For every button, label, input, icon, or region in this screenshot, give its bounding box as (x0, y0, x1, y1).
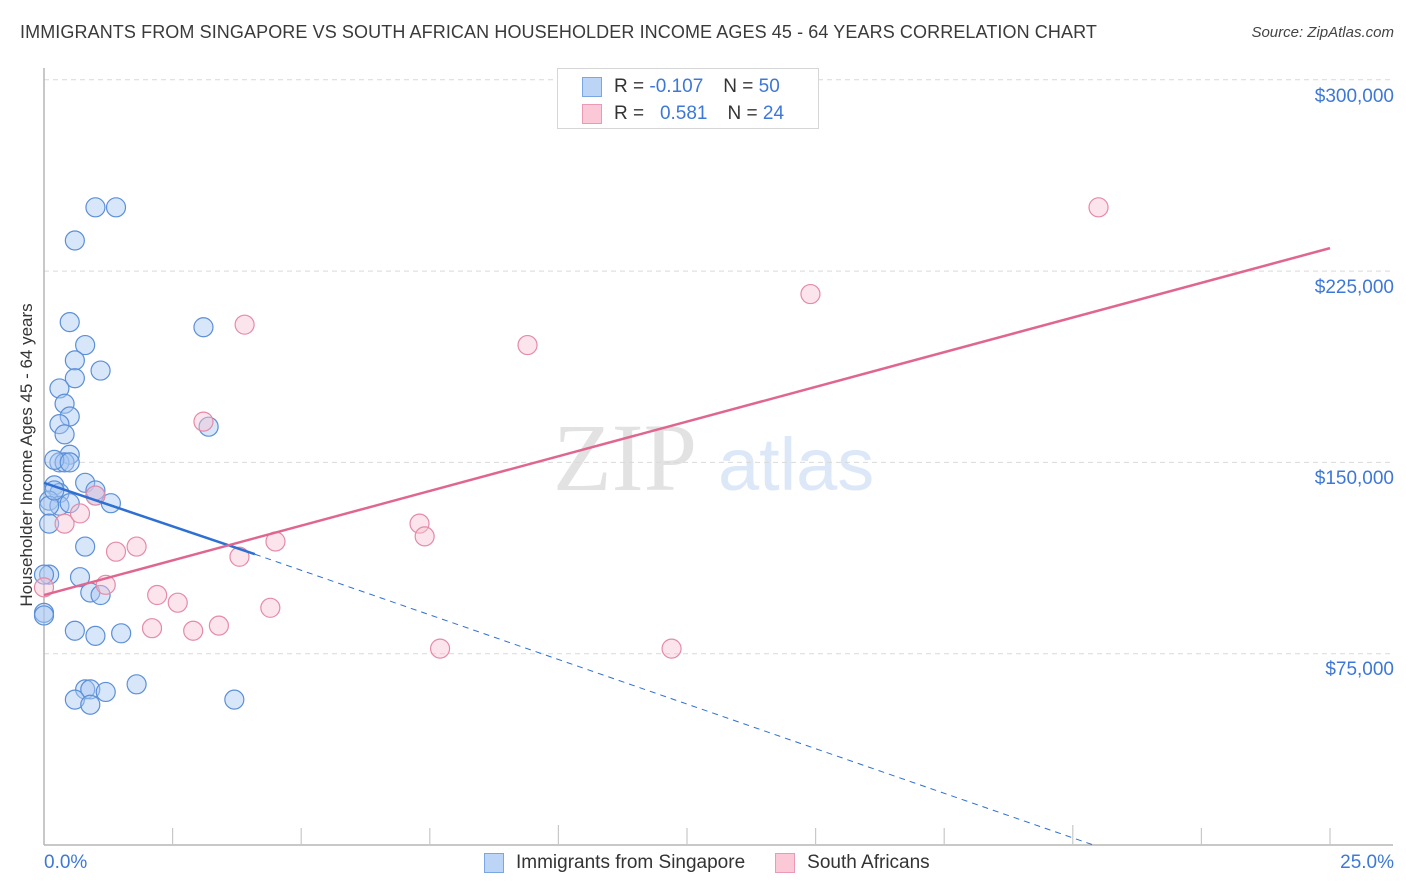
y-tick-150000: $150,000 (1314, 468, 1394, 489)
data-point (64, 368, 85, 389)
data-point (44, 449, 65, 470)
data-point (111, 623, 132, 644)
data-point (429, 638, 451, 659)
stats-legend: R = -0.107 N = 50 R = 0.581 N = 24 (557, 68, 819, 129)
data-point (59, 452, 80, 473)
data-point (75, 536, 96, 557)
data-point (54, 424, 75, 445)
data-point (85, 625, 106, 646)
legend-item-singapore[interactable]: Immigrants from Singapore (484, 852, 745, 874)
legend-swatch-pink (775, 853, 796, 873)
legend-swatch-pink (582, 104, 602, 124)
data-point (126, 536, 147, 557)
data-point (409, 513, 430, 534)
trend-line-singapore-extension (254, 553, 1094, 846)
data-point (59, 312, 80, 333)
data-point (800, 283, 821, 305)
data-point (69, 503, 91, 524)
trend-line-south-africans (43, 246, 1331, 597)
data-point (105, 541, 127, 562)
y-tick-75000: $75,000 (1325, 659, 1394, 680)
data-point (64, 689, 85, 710)
legend-label: South Africans (807, 852, 930, 873)
x-axis-ticks (172, 825, 1331, 845)
data-point (193, 317, 214, 338)
n-value: 50 (758, 76, 780, 97)
data-point (141, 618, 163, 639)
data-point (1088, 197, 1109, 218)
data-point (414, 526, 435, 547)
legend-swatch-blue (582, 77, 602, 97)
data-point (49, 414, 70, 435)
data-point (95, 681, 116, 703)
data-point (126, 674, 147, 695)
data-point (224, 689, 245, 710)
trend-lines (43, 246, 1331, 846)
svg-text:atlas: atlas (718, 423, 874, 506)
series-legend: Immigrants from Singapore South Africans (484, 852, 960, 874)
data-point (193, 411, 214, 432)
data-point (517, 334, 538, 356)
data-point (260, 597, 281, 618)
watermark: ZIP atlas (553, 404, 874, 511)
data-point (147, 584, 168, 606)
data-point (59, 493, 80, 514)
x-tick-25: 25.0% (1340, 852, 1394, 873)
data-point (49, 452, 70, 473)
chart-title: IMMIGRANTS FROM SINGAPORE VS SOUTH AFRIC… (20, 22, 1097, 42)
data-point (167, 592, 188, 613)
data-point (234, 314, 255, 335)
data-point (90, 584, 111, 606)
data-point (64, 230, 85, 251)
data-point (69, 567, 91, 588)
data-point (49, 378, 70, 399)
y-axis-label: Householder Income Ages 45 - 64 years (17, 303, 36, 607)
legend-item-south-africans[interactable]: South Africans (775, 852, 930, 874)
gridlines (44, 79, 1393, 655)
series-south-africans-points (33, 197, 1109, 659)
legend-row-singapore: R = -0.107 N = 50 (582, 75, 780, 99)
data-point (54, 393, 75, 414)
n-label: N = (727, 103, 758, 124)
n-label: N = (723, 76, 754, 97)
data-point (33, 605, 55, 626)
x-tick-0: 0.0% (44, 852, 88, 873)
data-point (208, 615, 229, 636)
data-point (80, 679, 101, 700)
data-point (75, 334, 96, 356)
data-point (64, 620, 85, 641)
data-point (80, 694, 101, 715)
data-point (39, 564, 60, 585)
data-point (183, 620, 204, 641)
y-tick-225000: $225,000 (1314, 277, 1394, 298)
legend-label: Immigrants from Singapore (516, 852, 746, 873)
data-point (105, 197, 127, 218)
r-label: R = (614, 76, 645, 97)
r-label: R = (614, 103, 645, 124)
data-point (39, 490, 60, 511)
trend-line-singapore (43, 481, 256, 556)
data-point (90, 360, 111, 381)
data-point (85, 197, 106, 218)
data-point (39, 513, 60, 534)
source-label: Source: ZipAtlas.com (1251, 24, 1394, 41)
legend-row-south-africans: R = 0.581 N = 24 (582, 102, 784, 126)
legend-swatch-blue (484, 853, 504, 873)
r-value: 0.581 (659, 103, 708, 124)
svg-text:ZIP: ZIP (553, 404, 697, 511)
data-point (229, 546, 250, 567)
r-value: -0.107 (649, 76, 704, 97)
data-point (64, 350, 85, 371)
n-value: 24 (762, 103, 785, 124)
data-point (33, 577, 55, 598)
data-point (75, 679, 96, 700)
data-point (39, 495, 60, 516)
data-point (661, 638, 682, 659)
data-point (85, 485, 106, 506)
y-tick-300000: $300,000 (1314, 86, 1394, 107)
series-singapore-points (33, 197, 245, 715)
data-point (54, 513, 75, 534)
